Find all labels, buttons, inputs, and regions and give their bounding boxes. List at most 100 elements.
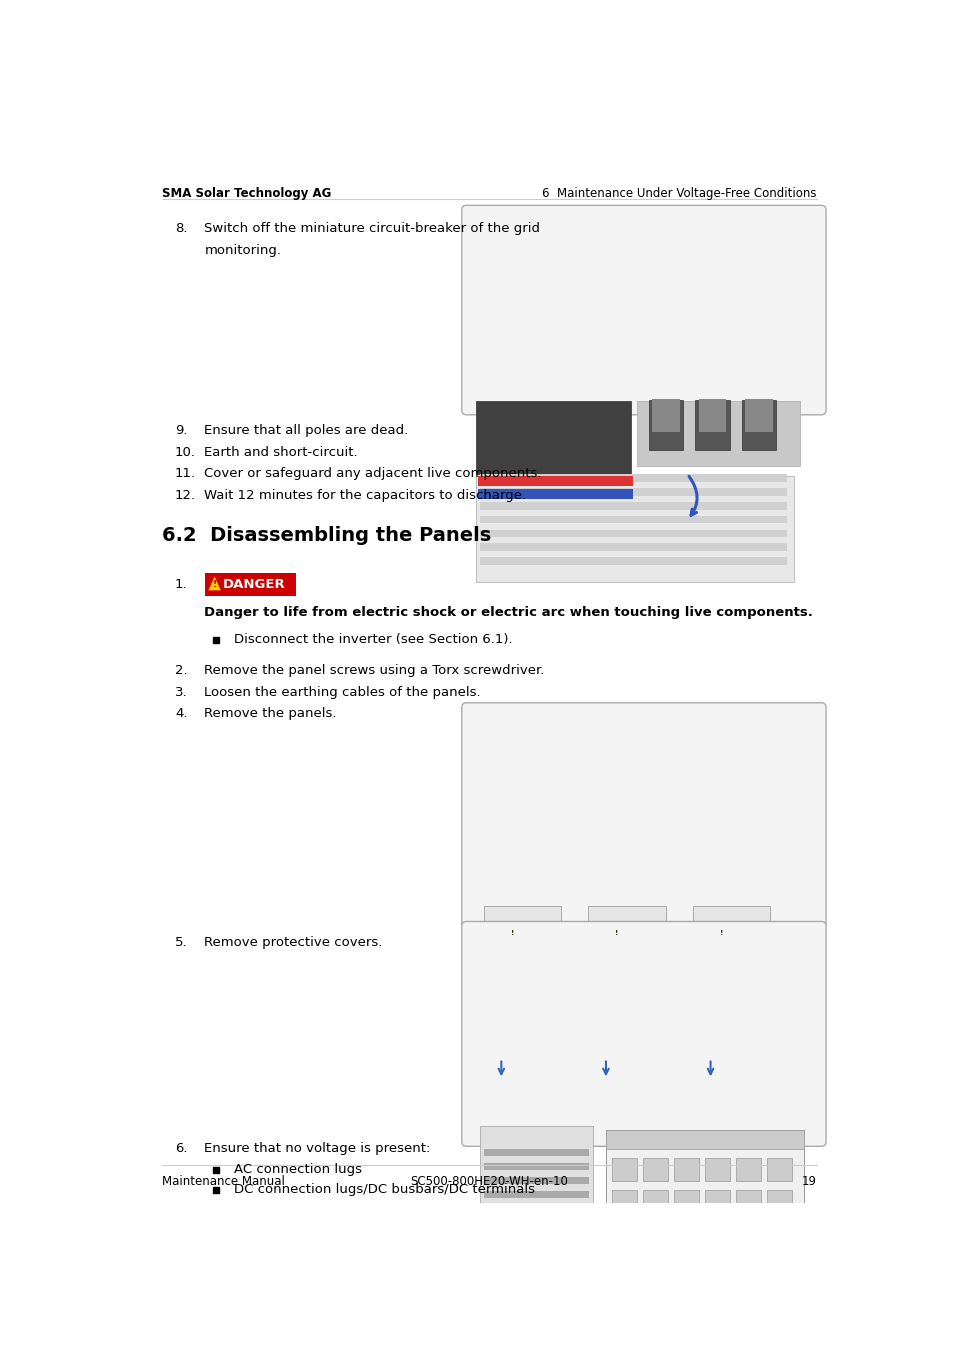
Bar [704, 1222, 729, 1245]
Bar [696, 956, 765, 963]
Bar [704, 1190, 729, 1213]
Bar [204, 573, 295, 596]
Bar [696, 927, 765, 936]
Bar [744, 399, 772, 431]
Bar [692, 906, 769, 1052]
Polygon shape [607, 922, 625, 938]
Bar [592, 956, 661, 963]
Text: SMA Solar Technology AG: SMA Solar Technology AG [162, 187, 331, 200]
Bar [612, 1190, 637, 1213]
Bar [480, 488, 785, 496]
Text: !: ! [510, 930, 514, 936]
Bar [642, 1190, 667, 1213]
Bar [674, 1190, 699, 1213]
Text: Maintenance Manual: Maintenance Manual [162, 1175, 284, 1188]
Bar [480, 502, 785, 510]
Bar [480, 1126, 592, 1299]
Bar [592, 927, 661, 936]
Bar [487, 996, 557, 1005]
Bar [736, 1255, 760, 1278]
Bar [766, 1255, 791, 1278]
Bar [484, 1163, 588, 1171]
Bar [696, 1011, 765, 1018]
Text: 1.: 1. [174, 579, 188, 591]
Bar [592, 983, 661, 991]
Text: 2.: 2. [174, 664, 188, 677]
Bar [612, 1255, 637, 1278]
Text: SC500-800HE20-WH-en-10: SC500-800HE20-WH-en-10 [410, 1175, 568, 1188]
Bar [696, 996, 765, 1005]
Bar [696, 1038, 765, 1046]
Text: 9.: 9. [174, 425, 188, 437]
Bar [704, 1157, 729, 1180]
Bar [592, 941, 661, 949]
Bar [648, 400, 682, 450]
Bar [487, 969, 557, 977]
Text: AC connection lugs: AC connection lugs [233, 1163, 361, 1176]
Text: Disconnect the inverter (see Section 6.1).: Disconnect the inverter (see Section 6.1… [233, 634, 512, 646]
Bar [766, 1157, 791, 1180]
Polygon shape [711, 922, 730, 938]
Bar [484, 1233, 588, 1240]
Bar [484, 1218, 588, 1226]
Bar [674, 1157, 699, 1180]
Bar [480, 530, 785, 537]
Text: monitoring.: monitoring. [204, 243, 281, 257]
Bar [612, 1287, 637, 1310]
Bar [477, 489, 633, 499]
Bar [695, 400, 729, 450]
Bar [736, 1222, 760, 1245]
Bar [487, 983, 557, 991]
Bar [587, 906, 665, 1052]
Text: Ensure that no voltage is present:: Ensure that no voltage is present: [204, 1141, 431, 1155]
Bar [480, 515, 785, 523]
Text: 6.2  Disassembling the Panels: 6.2 Disassembling the Panels [162, 526, 491, 545]
Text: Cover or safeguard any adjacent live components.: Cover or safeguard any adjacent live com… [204, 468, 541, 480]
Text: Danger to life from electric shock or electric arc when touching live components: Danger to life from electric shock or el… [204, 606, 813, 619]
FancyBboxPatch shape [461, 922, 825, 1146]
Bar [696, 969, 765, 977]
Bar [696, 983, 765, 991]
Bar [766, 1190, 791, 1213]
Bar [699, 399, 725, 431]
Bar [642, 1222, 667, 1245]
Text: 10.: 10. [174, 446, 196, 458]
Bar [484, 1260, 588, 1267]
Bar [592, 969, 661, 977]
Bar [592, 996, 661, 1005]
Text: Switch off the miniature circuit-breaker of the grid: Switch off the miniature circuit-breaker… [204, 222, 540, 234]
FancyBboxPatch shape [461, 206, 825, 415]
Text: Remove protective covers.: Remove protective covers. [204, 936, 382, 949]
Bar [487, 956, 557, 963]
Bar [637, 402, 799, 466]
FancyBboxPatch shape [461, 703, 825, 927]
Bar [642, 1157, 667, 1180]
Bar [652, 399, 679, 431]
Bar [674, 1222, 699, 1245]
Text: 8.: 8. [174, 222, 188, 234]
Text: 11.: 11. [174, 468, 196, 480]
Text: Wait 12 minutes for the capacitors to discharge.: Wait 12 minutes for the capacitors to di… [204, 488, 526, 502]
Bar [612, 1222, 637, 1245]
Bar [642, 1287, 667, 1310]
Bar [766, 1287, 791, 1310]
Bar [484, 1205, 588, 1211]
Bar [642, 1255, 667, 1278]
Bar [704, 1255, 729, 1278]
Polygon shape [502, 922, 521, 938]
Bar [484, 1274, 588, 1282]
Text: Loosen the earthing cables of the panels.: Loosen the earthing cables of the panels… [204, 685, 480, 699]
Bar [740, 400, 776, 450]
Text: DC connection lugs/DC busbars/DC terminals: DC connection lugs/DC busbars/DC termina… [233, 1183, 535, 1197]
Bar [704, 1287, 729, 1310]
Bar [480, 557, 785, 565]
Bar [476, 476, 793, 581]
Bar [487, 1025, 557, 1033]
Bar [483, 906, 560, 1052]
Text: 19: 19 [801, 1175, 816, 1188]
Bar [592, 1038, 661, 1046]
Bar [605, 1130, 802, 1315]
Bar [487, 941, 557, 949]
Bar [736, 1287, 760, 1310]
Polygon shape [208, 576, 220, 591]
